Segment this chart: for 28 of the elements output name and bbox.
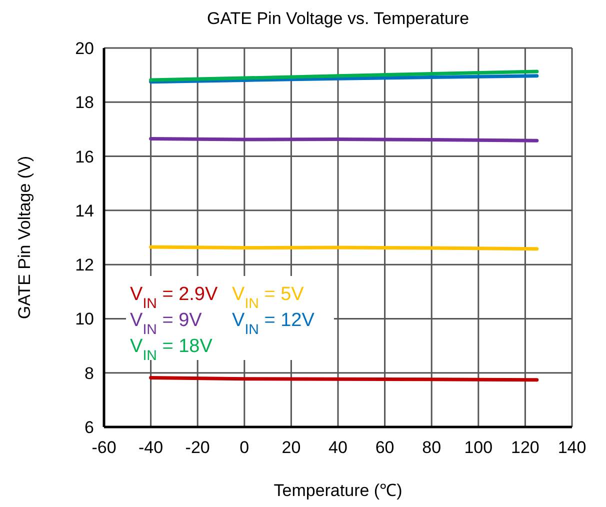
y-tick-label: 12 [75,256,94,275]
y-tick-label: 10 [75,310,94,329]
x-tick-label: -40 [138,438,164,457]
series-label: V$_{IN}$ = 5V [232,284,304,312]
x-tick-label: 100 [464,438,493,457]
x-tick-label: 80 [422,438,442,457]
text: V$_{IN}$ = 9V [130,310,202,338]
y-tick-label: 16 [75,147,94,166]
y-tick-label: 20 [75,39,94,58]
y-tick-label: 8 [84,364,94,383]
chart-title: GATE Pin Voltage vs. Temperature [206,9,470,28]
line-series [149,70,539,82]
x-tick-label: -20 [185,438,210,457]
x-tick-label: 140 [558,438,586,457]
x-tick-label: 0 [240,438,250,457]
y-tick-label: 6 [84,418,94,437]
x-tick-label: 120 [511,438,540,457]
x-axis-title: Temperature (℃) [274,481,402,500]
x-tick-label: -60 [92,438,116,457]
x-tick-label: 20 [282,438,301,457]
text: V$_{IN}$ = 12V [232,310,315,338]
y-tick-label: 14 [75,201,94,220]
x-tick-label: 40 [328,438,348,457]
text: V$_{IN}$ = 18V [130,336,213,364]
x-tick-label: 60 [375,438,394,457]
y-tick-label: 18 [75,93,94,112]
text: V$_{IN}$ = 2.9V [130,284,218,312]
y-axis-title: GATE Pin Voltage (V) [15,156,34,320]
